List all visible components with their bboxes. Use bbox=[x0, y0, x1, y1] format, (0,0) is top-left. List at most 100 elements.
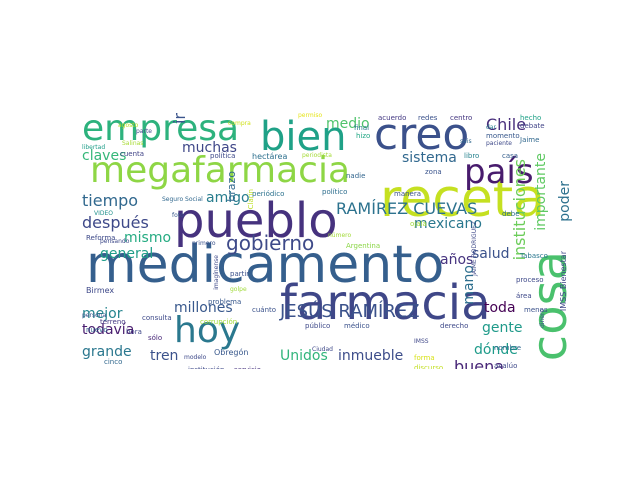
cloud-word: farmacia bbox=[280, 275, 491, 331]
cloud-word: nadie bbox=[346, 172, 366, 180]
cloud-word: nombre bbox=[494, 344, 522, 352]
cloud-word: foto bbox=[172, 212, 184, 219]
cloud-word: JESÚS RAMÍREZ bbox=[280, 301, 420, 322]
cloud-word: hizo bbox=[356, 132, 371, 140]
cloud-word: Clarín bbox=[247, 189, 255, 210]
cloud-word: institución bbox=[188, 367, 224, 370]
cloud-word: megafarmacia bbox=[90, 150, 351, 191]
cloud-word: compra bbox=[228, 120, 251, 127]
cloud-word: número bbox=[328, 232, 352, 239]
cloud-word: seis bbox=[460, 138, 472, 145]
cloud-word: partir bbox=[230, 270, 250, 278]
cloud-word: político bbox=[322, 188, 348, 196]
cloud-word: mexicano bbox=[414, 216, 482, 232]
cloud-word: toda bbox=[484, 300, 516, 316]
cloud-word: forma bbox=[414, 354, 435, 362]
cloud-word: Reforma bbox=[86, 234, 116, 242]
cloud-word: medio bbox=[326, 116, 370, 132]
cloud-word: Argentina bbox=[346, 242, 381, 250]
cloud-word: Tabasco bbox=[520, 252, 548, 260]
cloud-word: manera bbox=[394, 190, 422, 198]
cloud-word: momento bbox=[486, 132, 520, 140]
cloud-word: Obregón bbox=[214, 348, 249, 357]
cloud-word: nuevo bbox=[86, 326, 108, 334]
cloud-word: general bbox=[100, 246, 154, 262]
cloud-word: Ciudad bbox=[312, 346, 333, 353]
cloud-word: grande bbox=[82, 344, 132, 360]
cloud-word: VIDEO bbox=[94, 210, 114, 217]
cloud-word: primero bbox=[192, 240, 216, 247]
cloud-word: hectárea bbox=[252, 152, 288, 161]
cloud-word: IMSS Bienestar bbox=[559, 251, 568, 312]
cloud-word: libertad bbox=[82, 144, 106, 151]
cloud-word: dar bbox=[486, 124, 496, 131]
cloud-word: cuenta bbox=[120, 150, 145, 158]
cloud-word: ojalá bbox=[410, 220, 427, 228]
cloud-word: Chile bbox=[486, 115, 527, 134]
cloud-word: redes bbox=[418, 114, 438, 122]
cloud-word: ir bbox=[170, 113, 189, 125]
cloud-word: menos bbox=[524, 306, 548, 314]
cloud-word: terreno bbox=[100, 318, 126, 326]
cloud-word: salud bbox=[472, 246, 510, 262]
cloud-word: Jaime bbox=[520, 136, 540, 144]
cloud-word: receta bbox=[380, 169, 546, 229]
cloud-word: dinero bbox=[539, 309, 546, 328]
cloud-word: poder bbox=[557, 181, 573, 222]
cloud-word: área bbox=[516, 292, 532, 300]
cloud-word: cuánto bbox=[252, 306, 277, 314]
cloud-word: paciente bbox=[486, 140, 512, 147]
cloud-word: medicamento bbox=[86, 235, 445, 295]
cloud-word: debe bbox=[502, 210, 520, 218]
word-cloud: medicamento megafarmacia receta pueblo farma… bbox=[80, 111, 576, 369]
cloud-word: RAMÍREZ CUEVAS bbox=[336, 199, 478, 218]
cloud-word: acuerdo bbox=[378, 114, 407, 122]
cloud-word: Salinas bbox=[122, 140, 144, 147]
cloud-word: problema bbox=[208, 298, 242, 306]
cloud-word: país bbox=[464, 152, 534, 192]
cloud-word: dónde bbox=[474, 342, 518, 358]
cloud-word: agosto bbox=[118, 122, 139, 129]
cloud-word: tiempo bbox=[82, 191, 139, 210]
cloud-word: millones bbox=[174, 300, 233, 316]
cloud-word: corrupción bbox=[200, 318, 238, 326]
cloud-word: consulta bbox=[142, 314, 172, 322]
cloud-word: Unidos bbox=[280, 348, 328, 364]
cloud-word: centro bbox=[450, 114, 473, 122]
cloud-word: final bbox=[354, 124, 370, 132]
cloud-word: golpe bbox=[230, 286, 247, 293]
cloud-word: hoy bbox=[174, 310, 241, 351]
cloud-word: buena bbox=[454, 357, 505, 370]
cloud-word: imagínense bbox=[213, 255, 220, 290]
cloud-word: gobierno bbox=[226, 231, 315, 255]
cloud-word: pueblo bbox=[174, 193, 338, 249]
cloud-word: cinco bbox=[104, 358, 123, 366]
cloud-word: discurso bbox=[414, 364, 444, 370]
cloud-word: después bbox=[82, 213, 149, 232]
cloud-word: gente bbox=[482, 320, 523, 336]
cloud-word: muchas bbox=[182, 140, 237, 156]
cloud-word: creo bbox=[374, 111, 470, 160]
cloud-word: todavía bbox=[82, 322, 135, 338]
cloud-word: libro bbox=[464, 152, 480, 160]
cloud-word: zona bbox=[425, 168, 442, 176]
cloud-word: pensando bbox=[100, 238, 130, 245]
cloud-word: claves bbox=[82, 148, 127, 164]
cloud-word: Seguro Social bbox=[162, 196, 203, 203]
cloud-word: parte bbox=[136, 128, 152, 135]
cloud-word: brazo bbox=[225, 171, 238, 202]
cloud-word: años bbox=[440, 252, 474, 268]
cloud-word: público bbox=[305, 322, 331, 330]
cloud-word: JAIME RODRÍGUEZ bbox=[471, 221, 478, 276]
cloud-word: tren bbox=[150, 348, 179, 364]
cloud-word: empresa bbox=[82, 111, 240, 149]
cloud-word: proceso bbox=[516, 276, 544, 284]
cloud-word: derecho bbox=[440, 322, 469, 330]
cloud-word: debate bbox=[520, 122, 545, 130]
cloud-word: servicio bbox=[234, 367, 261, 370]
cloud-word: avalúo bbox=[494, 362, 518, 370]
cloud-word: política bbox=[210, 152, 236, 160]
cloud-word: bien bbox=[260, 114, 347, 160]
cloud-word: amigo bbox=[206, 190, 250, 206]
cloud-word: sistema bbox=[402, 150, 457, 166]
